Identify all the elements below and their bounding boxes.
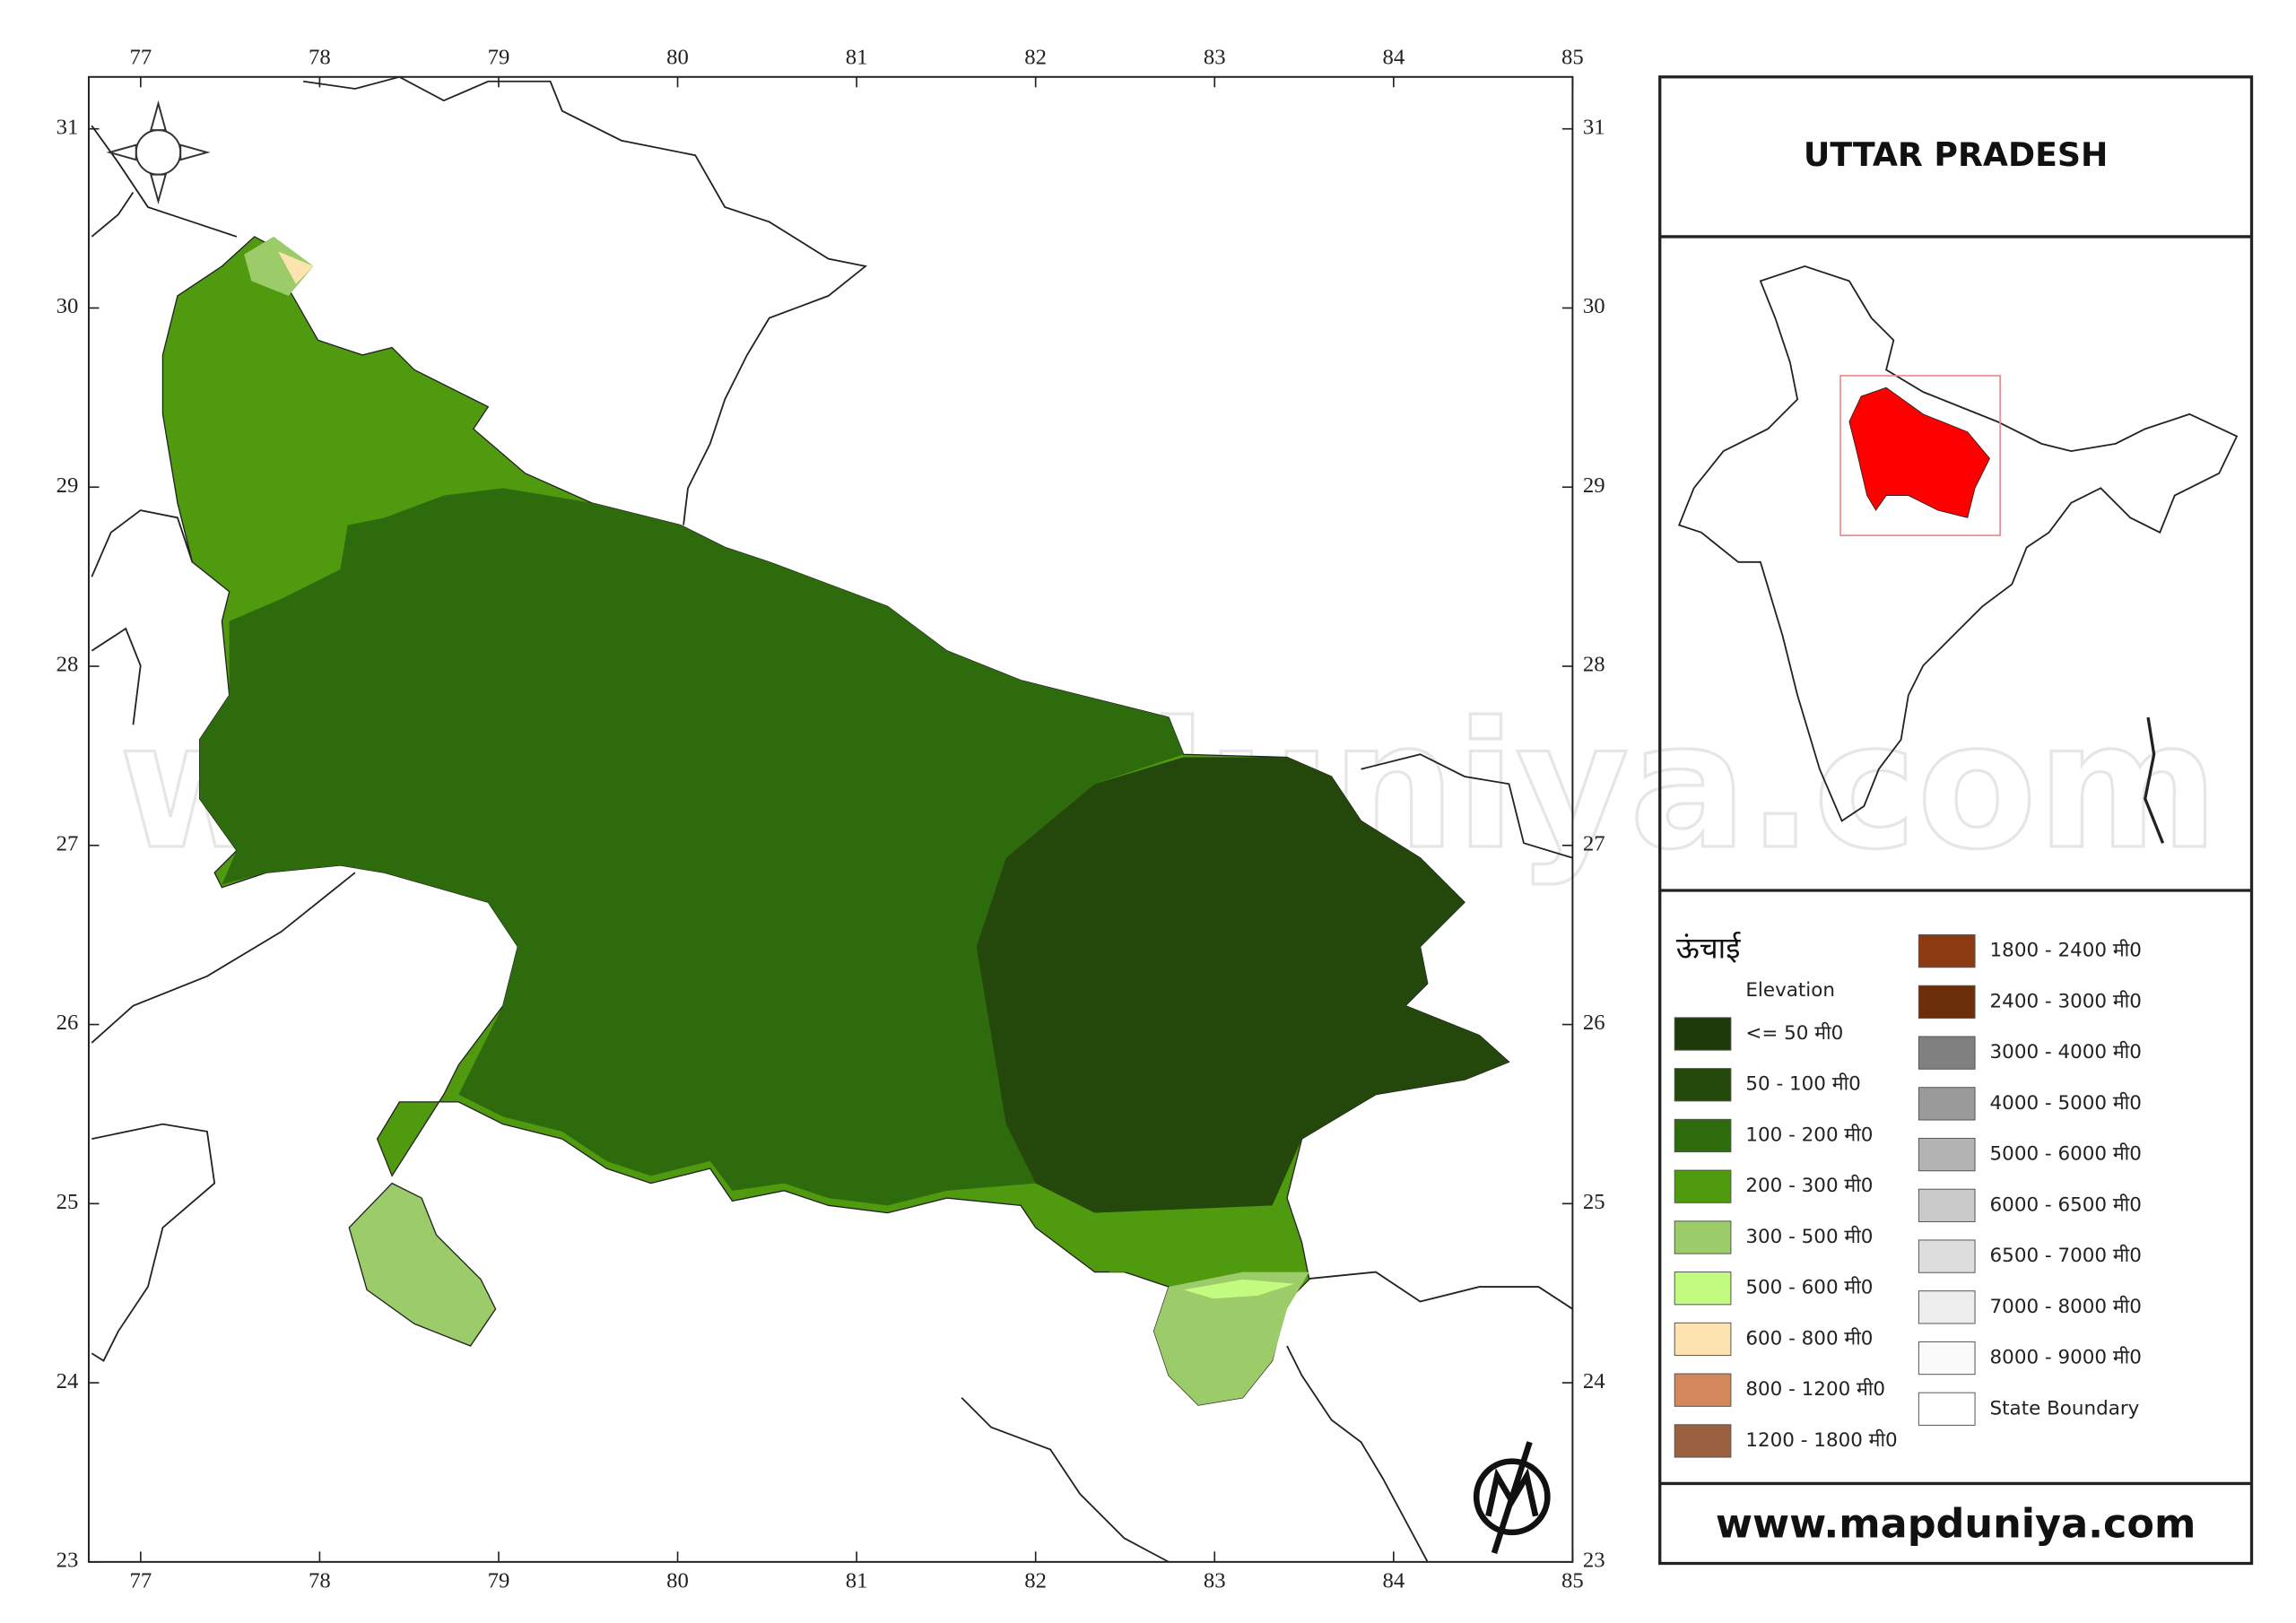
legend-swatch [1918,933,1976,968]
legend-swatch [1918,1239,1976,1273]
legend-label: 300 - 500 मी0 [1745,1225,1873,1248]
neighbour-boundaries [91,75,1573,1563]
legend-label: 600 - 800 मी0 [1745,1326,1873,1350]
y-tick-label: 25 [1583,1190,1605,1214]
y-tick-label: 27 [1583,831,1605,855]
inset-map [1677,265,2239,844]
legend-label: <= 50 मी0 [1745,1021,1843,1045]
legend-swatch [1918,985,1976,1020]
y-tick-label: 28 [57,653,79,677]
legend-label: 5000 - 6000 मी0 [1990,1142,2142,1166]
legend-swatch [1918,1341,1976,1376]
inset-extent [1839,375,2001,536]
legend-swatch [1674,1424,1732,1458]
legend-swatch [1918,1087,1976,1121]
y-tick-label: 31 [57,115,79,139]
x-tick-label: 85 [1561,1569,1584,1593]
legend-label: 50 - 100 मी0 [1745,1072,1860,1096]
legend-label: 500 - 600 मी0 [1745,1276,1873,1299]
y-tick-label: 29 [1583,473,1605,498]
y-tick-label: 26 [1583,1011,1605,1035]
y-tick-label: 30 [1583,294,1605,318]
zone-500-600 [1183,1279,1295,1299]
zone-100-200 [199,488,1184,1206]
legend-label: 1800 - 2400 मी0 [1990,939,2142,962]
legend-subtitle: Elevation [1745,979,1835,1002]
y-tick-label: 23 [1583,1549,1605,1573]
y-tick-label: 30 [57,294,79,318]
map-frame [87,75,1574,1563]
legend-label: 8000 - 9000 मी0 [1990,1346,2142,1369]
x-tick-label: 77 [129,46,152,70]
legend-swatch [1674,1169,1732,1203]
legend-label: 1200 - 1800 मी0 [1745,1428,1897,1452]
zone-50-100 [976,757,1509,1213]
x-tick-label: 84 [1382,46,1405,70]
title: UTTAR PRADESH [1804,135,2108,174]
legend-title: ऊंचाई [1676,930,1742,965]
legend-label: 100 - 200 मी0 [1745,1123,1873,1146]
x-tick-label: 80 [666,46,689,70]
legend-swatch [1674,1118,1732,1153]
x-tick-label: 78 [309,1569,331,1593]
legend-swatch [1918,1392,1976,1426]
x-tick-label: 79 [488,46,510,70]
north-arrow [106,100,211,205]
zone-300-500 [1153,1271,1309,1406]
legend-swatch [1674,1220,1732,1254]
x-tick-label: 79 [488,1569,510,1593]
x-tick-label: 81 [846,1569,868,1593]
x-tick-label: 84 [1382,1569,1405,1593]
side-panel [1658,75,2254,1566]
x-tick-label: 77 [129,1569,152,1593]
legend-swatch [1918,1036,1976,1070]
inset-uttar-pradesh [1848,386,1991,518]
legend-swatch [1918,1188,1976,1222]
legend-label: 3000 - 4000 मी0 [1990,1040,2142,1063]
x-tick-label: 81 [846,46,868,70]
legend-swatch [1674,1322,1732,1357]
y-tick-label: 31 [1583,115,1605,139]
x-tick-label: 82 [1024,46,1047,70]
legend-label: 800 - 1200 मी0 [1745,1377,1885,1401]
y-tick-label: 27 [57,831,79,855]
y-tick-label: 24 [57,1369,79,1393]
x-tick-label: 80 [666,1569,689,1593]
x-tick-label: 83 [1204,1569,1226,1593]
x-tick-label: 82 [1024,1569,1047,1593]
zone-600-800 [278,251,314,284]
y-tick-label: 26 [57,1011,79,1035]
legend-label: 7000 - 8000 मी0 [1990,1295,2142,1318]
legend-swatch [1674,1017,1732,1051]
y-tick-label: 28 [1583,653,1605,677]
legend-label: 4000 - 5000 मी0 [1990,1091,2142,1115]
zone-200-300 [1035,1198,1302,1272]
y-tick-label: 25 [57,1190,79,1214]
legend-swatch [1674,1373,1732,1407]
legend-swatch [1674,1068,1732,1102]
legend-label: 6000 - 6500 मी0 [1990,1193,2142,1216]
legend-swatch [1674,1271,1732,1306]
website: www.mapduniya.com [1716,1500,2196,1547]
legend-swatch [1918,1290,1976,1324]
logo [1473,1441,1551,1554]
legend-label: 6500 - 7000 मी0 [1990,1244,2142,1267]
x-tick-label: 78 [309,46,331,70]
x-tick-label: 83 [1204,46,1226,70]
legend-label: State Boundary [1990,1397,2140,1419]
x-tick-label: 85 [1561,46,1584,70]
islands [2144,716,2165,844]
y-tick-label: 23 [57,1549,79,1573]
legend-swatch [1918,1137,1976,1172]
y-tick-label: 24 [1583,1369,1605,1393]
y-tick-label: 29 [57,473,79,498]
zone-300-500 [348,1182,497,1347]
elevation-map [161,236,1510,1406]
legend-label: 200 - 300 मी0 [1745,1174,1873,1197]
legend-label: 2400 - 3000 मी0 [1990,989,2142,1012]
